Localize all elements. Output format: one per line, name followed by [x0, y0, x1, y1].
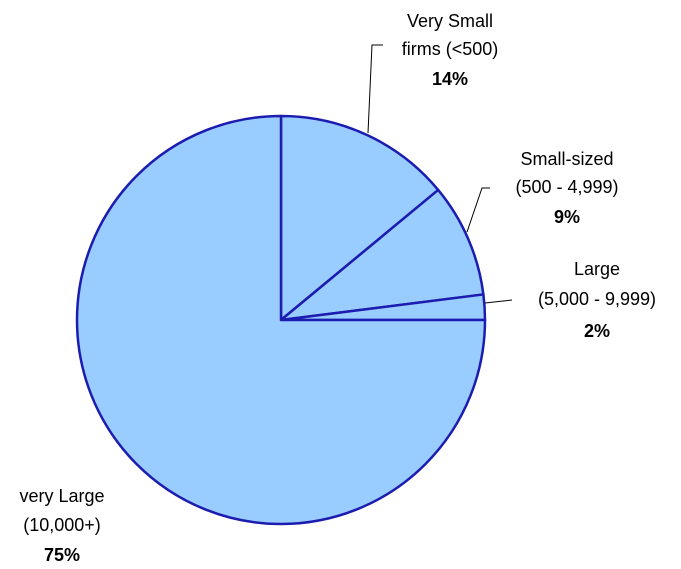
pie-slice: [75, 114, 487, 526]
slice-label: (10,000+): [23, 515, 101, 535]
pie-slice: [279, 188, 485, 322]
value-label: 14%: [432, 69, 468, 89]
value-label: 9%: [554, 207, 580, 227]
value-label: 75%: [44, 545, 80, 565]
leader-line: [367, 44, 383, 134]
slice-label: Large: [574, 259, 620, 279]
value-label: 2%: [584, 321, 610, 341]
leader-line: [484, 299, 513, 304]
slice-label: Small-sized: [520, 149, 613, 169]
slice-label: (5,000 - 9,999): [538, 289, 656, 309]
slice-label: firms (<500): [402, 39, 499, 59]
slice-label: (500 - 4,999): [515, 177, 618, 197]
leader-line: [466, 187, 490, 233]
slice-label: very Large: [19, 486, 104, 506]
slice-label: Very Small: [407, 11, 493, 31]
pie-slice: [279, 114, 440, 322]
